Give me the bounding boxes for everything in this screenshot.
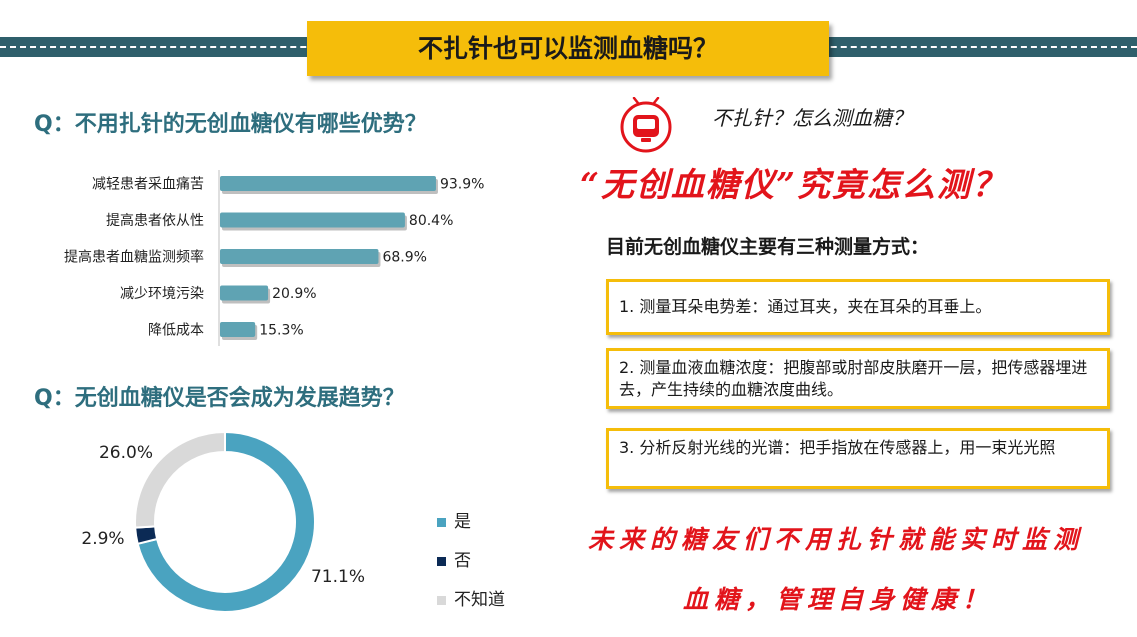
donut-slice [136, 430, 316, 613]
bar-category-label: 减少环境污染 [120, 286, 204, 302]
title-banner [307, 21, 829, 76]
trend-donut-chart: 71.1% 2.9% 26.0% [81, 430, 365, 613]
clock-icon [620, 97, 672, 153]
bar-value-label: 15.3% [259, 323, 303, 339]
donut-value-label: 71.1% [311, 567, 365, 587]
bar-value-label: 93.9% [440, 177, 484, 193]
bar [220, 249, 379, 264]
legend-label-yes: 是 [454, 512, 471, 532]
bar-value-label: 68.9% [382, 250, 426, 266]
bar [220, 212, 405, 228]
bar-value-label: 20.9% [272, 286, 316, 302]
bar-category-label: 减轻患者采血痛苦 [92, 176, 204, 193]
legend-item-unknown: 不知道 [437, 585, 505, 610]
handwritten-headline: “无创血糖仪”究竟怎么测？ [580, 165, 1007, 204]
bar-category-label: 降低成本 [148, 323, 204, 339]
footer-slogan-line-1: 未来的糖友们不用扎针就能实时监测 [588, 525, 1085, 554]
bar [220, 285, 269, 301]
legend-swatch-no [437, 556, 446, 566]
method-text-2: 2. 测量血液血糖浓度：把腹部或肘部皮肤磨开一层，把传感器埋进去，产生持续的血糖… [619, 358, 1088, 399]
method-text-1: 1. 测量耳朵电势差：通过耳夹，夹在耳朵的耳垂上。 [619, 297, 992, 316]
footer-slogan-line-2: 血糖，管理自身健康！ [683, 585, 994, 614]
donut-value-label: 26.0% [99, 443, 153, 463]
bar-value-label: 80.4% [409, 213, 453, 229]
advantages-bar-chart: 减轻患者采血痛苦 93.9% 提高患者依从性 80.4% 提高患者血糖监测频率 68.9%… [64, 170, 484, 346]
bar [220, 176, 436, 191]
legend-item-no: 否 [437, 546, 471, 571]
method-box-3: 3. 分析反射光线的光谱：把手指放在传感器上，用一束光光照 [606, 428, 1110, 489]
legend-swatch-yes [437, 517, 446, 527]
handwritten-question: 不扎针？怎么测血糖？ [712, 106, 912, 130]
legend-label-no: 否 [454, 551, 471, 571]
page-title: 不扎针也可以监测血糖吗？ [417, 34, 718, 63]
donut-value-label: 2.9% [81, 529, 124, 549]
method-box-1: 1. 测量耳朵电势差：通过耳夹，夹在耳朵的耳垂上。 [606, 279, 1110, 335]
bar-category-label: 提高患者依从性 [106, 212, 204, 229]
question-1-title: Q：不用扎针的无创血糖仪有哪些优势？ [34, 112, 427, 137]
legend-label-unknown: 不知道 [454, 590, 505, 610]
legend-item-yes: 是 [437, 507, 471, 532]
methods-title: 目前无创血糖仪主要有三种测量方式： [606, 236, 930, 258]
bar-category-label: 提高患者血糖监测频率 [64, 249, 204, 266]
question-2-title: Q：无创血糖仪是否会成为发展趋势？ [34, 386, 405, 411]
method-text-3: 3. 分析反射光线的光谱：把手指放在传感器上，用一束光光照 [619, 438, 1056, 457]
bar [220, 322, 256, 337]
donut-slice [134, 430, 226, 529]
legend-swatch-unknown [437, 595, 446, 605]
method-box-2: 2. 测量血液血糖浓度：把腹部或肘部皮肤磨开一层，把传感器埋进去，产生持续的血糖… [606, 348, 1110, 409]
